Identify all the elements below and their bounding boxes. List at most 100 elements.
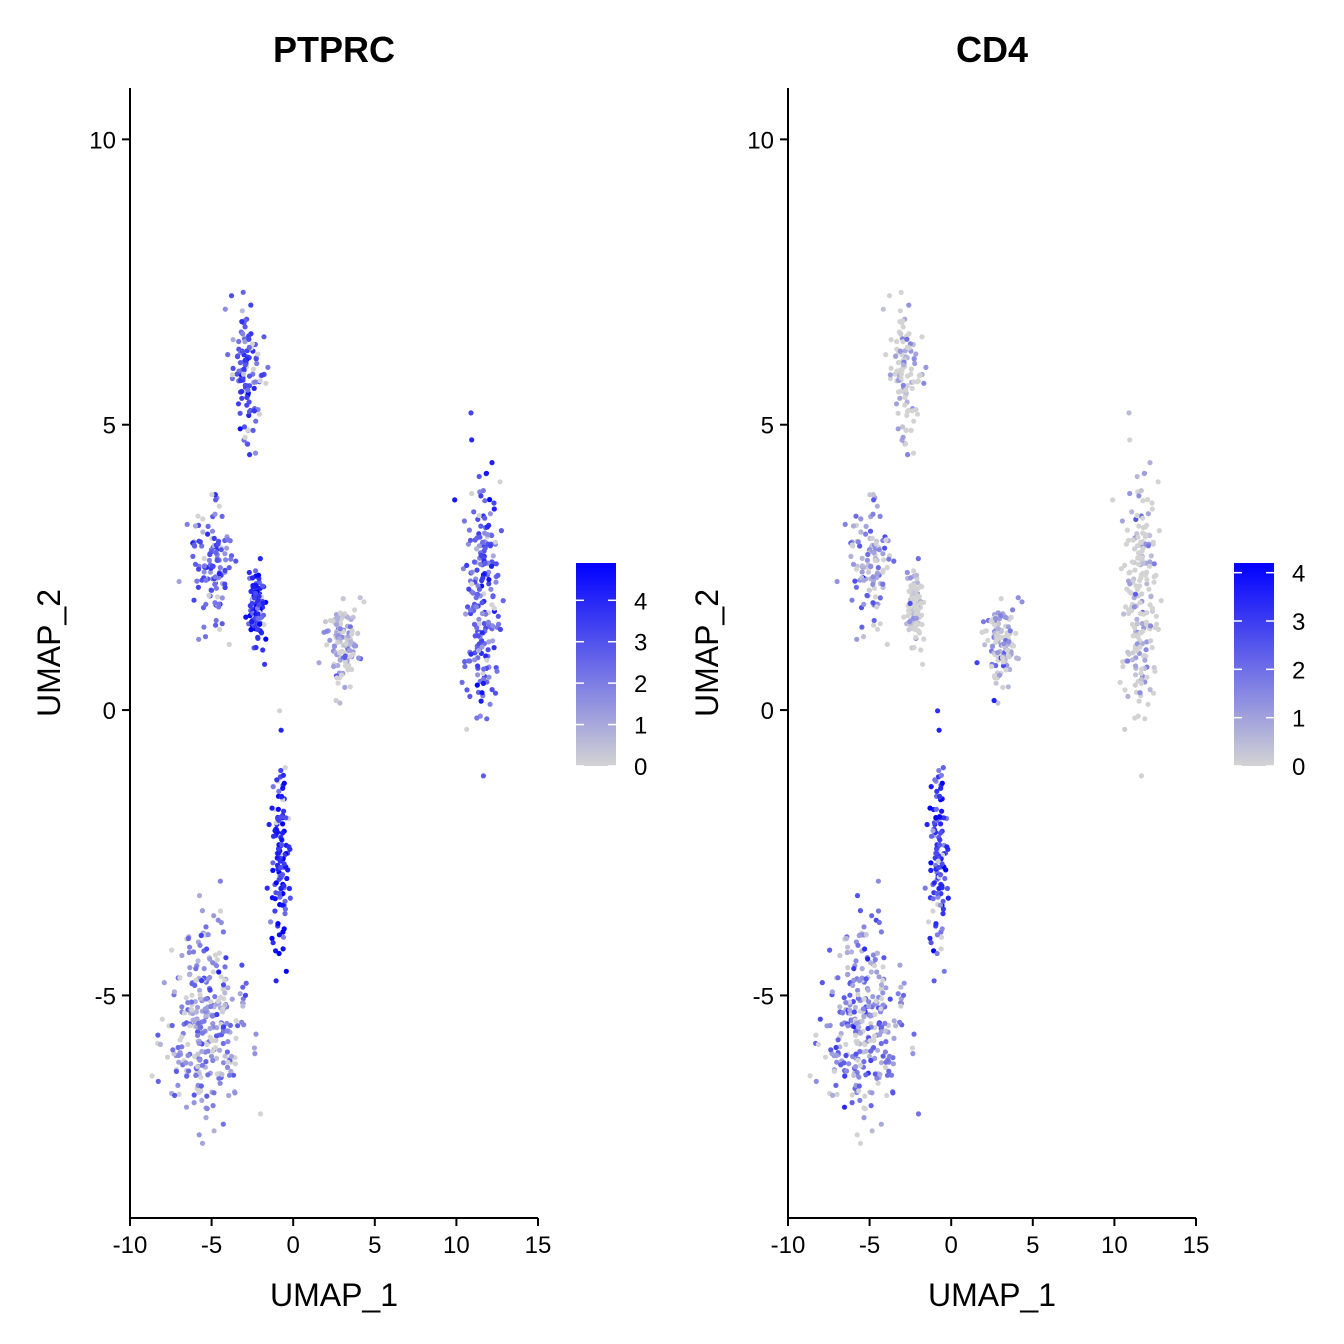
data-point — [817, 1016, 823, 1022]
data-point — [220, 1006, 226, 1012]
data-point — [343, 641, 349, 647]
data-point — [199, 1030, 206, 1036]
cluster-right — [452, 410, 506, 779]
data-point — [273, 978, 279, 984]
data-point — [491, 500, 497, 506]
data-point — [477, 534, 483, 540]
data-point — [280, 821, 286, 827]
data-point — [490, 594, 496, 600]
data-point — [193, 1072, 199, 1078]
data-point — [878, 982, 885, 988]
data-point — [849, 597, 855, 603]
data-point — [863, 523, 869, 530]
data-point — [844, 1068, 850, 1074]
data-point — [268, 919, 274, 925]
data-point — [1124, 527, 1130, 533]
data-point — [257, 378, 263, 384]
data-point — [361, 599, 367, 605]
data-point — [284, 875, 290, 882]
data-point — [478, 561, 484, 567]
data-point — [845, 965, 851, 971]
data-point — [1134, 512, 1140, 519]
data-point — [878, 1040, 884, 1047]
data-point — [210, 1103, 216, 1109]
data-point — [246, 409, 253, 415]
data-point — [861, 1115, 867, 1121]
data-point — [270, 867, 276, 874]
data-point — [155, 1078, 161, 1084]
data-point — [1140, 530, 1146, 536]
data-point — [169, 1022, 175, 1029]
data-point — [1145, 701, 1151, 707]
data-point — [239, 348, 245, 354]
data-point — [194, 1064, 201, 1070]
data-point — [223, 955, 229, 961]
data-point — [460, 566, 466, 572]
data-point — [1001, 641, 1007, 647]
data-point — [917, 372, 923, 378]
data-point — [186, 1068, 192, 1074]
colorbar-tick-label: 1 — [1292, 706, 1305, 733]
data-point — [871, 622, 877, 628]
data-point — [256, 602, 262, 608]
data-point — [248, 627, 254, 633]
data-point — [883, 537, 889, 543]
data-point — [197, 991, 203, 998]
data-point — [203, 996, 209, 1002]
data-point — [930, 828, 936, 834]
data-point — [857, 978, 863, 984]
data-point — [279, 793, 285, 800]
data-point — [844, 949, 850, 956]
data-point — [184, 1073, 190, 1079]
data-point — [1127, 569, 1133, 575]
data-point — [908, 584, 914, 590]
data-point — [475, 663, 481, 669]
data-point — [813, 1078, 819, 1084]
data-point — [187, 965, 193, 971]
data-point — [872, 1011, 878, 1018]
data-point — [1120, 659, 1126, 665]
data-point — [467, 607, 474, 613]
data-point — [855, 987, 861, 993]
data-point — [847, 992, 853, 998]
data-point — [192, 999, 198, 1005]
data-point — [935, 708, 941, 714]
data-point — [196, 893, 203, 899]
data-point — [933, 850, 940, 856]
data-point — [337, 700, 343, 706]
data-point — [895, 426, 901, 432]
data-point — [998, 596, 1004, 602]
data-point — [466, 586, 472, 592]
data-point — [919, 334, 925, 340]
data-point — [286, 885, 292, 892]
data-point — [913, 572, 920, 578]
y-tick-label: 5 — [761, 413, 774, 440]
data-point — [239, 962, 245, 968]
data-point — [834, 1091, 840, 1097]
data-point — [239, 1019, 245, 1025]
data-point — [807, 1073, 813, 1079]
data-point — [927, 805, 933, 811]
data-point — [1129, 621, 1136, 628]
data-point — [933, 921, 939, 927]
data-point — [281, 926, 287, 932]
data-point — [822, 1054, 829, 1060]
data-point — [928, 860, 934, 866]
data-point — [886, 556, 892, 562]
data-point — [980, 619, 987, 625]
data-point — [281, 883, 287, 889]
data-point — [856, 1088, 862, 1094]
data-point — [179, 952, 185, 959]
data-point — [242, 324, 248, 330]
data-point — [225, 985, 231, 991]
data-point — [1137, 690, 1143, 696]
data-point — [190, 553, 196, 560]
data-point — [189, 1007, 195, 1013]
data-point — [1158, 598, 1164, 604]
data-point — [244, 394, 250, 400]
data-point — [220, 929, 226, 935]
data-point — [869, 913, 875, 919]
data-point — [931, 978, 937, 984]
y-tick-label: -5 — [95, 983, 116, 1010]
data-point — [192, 982, 198, 989]
